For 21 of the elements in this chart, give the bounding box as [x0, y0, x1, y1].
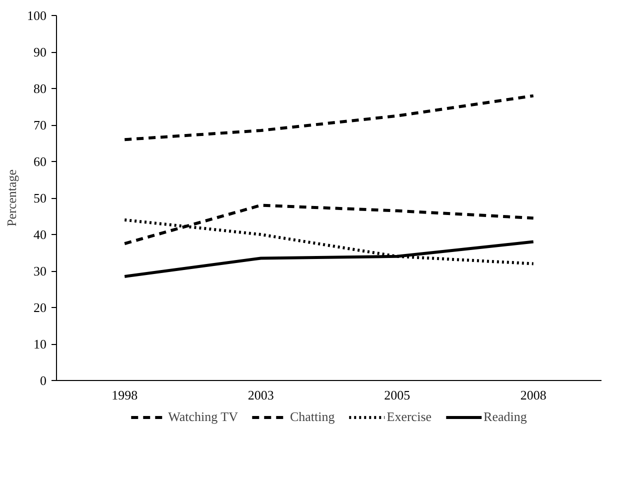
- legend-label: Chatting: [290, 409, 335, 425]
- legend-label: Reading: [484, 409, 527, 425]
- y-tick-label: 0: [40, 373, 46, 388]
- y-tick-label: 40: [34, 227, 46, 242]
- y-tick-label: 20: [34, 300, 46, 315]
- y-tick-label: 70: [34, 118, 46, 132]
- y-tick-label: 30: [34, 264, 46, 278]
- y-axis-title: Percentage: [4, 169, 19, 227]
- x-tick-label: 1998: [112, 388, 138, 402]
- x-tick-label: 2005: [384, 388, 410, 402]
- legend-label: Watching TV: [168, 409, 238, 425]
- x-tick-label: 2008: [520, 388, 546, 402]
- y-tick-label: 80: [34, 81, 46, 96]
- legend-label: Exercise: [386, 409, 432, 425]
- x-tick-label: 2003: [248, 388, 274, 402]
- y-tick-label: 60: [34, 154, 46, 169]
- y-tick-label: 10: [34, 336, 46, 352]
- y-tick-label: 90: [34, 44, 46, 60]
- y-tick-label: 100: [27, 8, 46, 23]
- y-tick-label: 50: [34, 190, 46, 206]
- line-series: [123, 94, 535, 142]
